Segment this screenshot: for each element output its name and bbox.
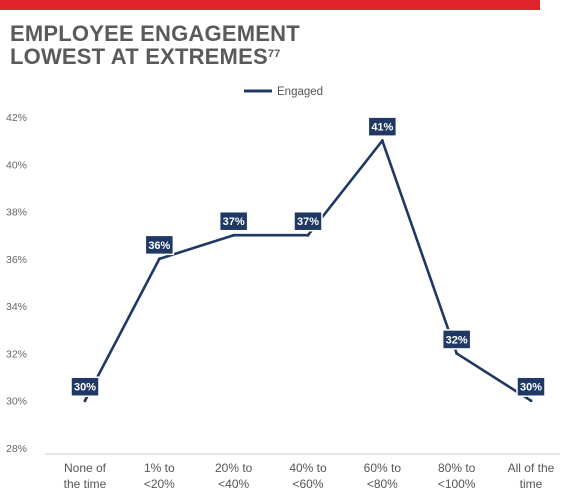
data-point — [157, 257, 161, 261]
data-point — [380, 139, 384, 143]
data-label-text: 32% — [446, 334, 468, 346]
series-engaged — [83, 139, 533, 403]
x-tick-label: 40% to <60% — [289, 461, 327, 491]
data-point — [232, 233, 236, 237]
series-line — [83, 139, 532, 402]
data-label: 32% — [441, 329, 472, 350]
x-tick-label: None of the time — [64, 461, 107, 491]
data-label-text: 41% — [371, 122, 393, 134]
data-label: 30% — [70, 376, 100, 397]
data-label-box — [441, 329, 472, 350]
y-tick-label: 34% — [6, 301, 27, 313]
data-label-box — [367, 116, 398, 137]
y-tick-label: 36% — [6, 254, 27, 266]
data-label: 37% — [218, 210, 249, 232]
data-label: 37% — [293, 210, 323, 232]
data-label-text: 37% — [297, 216, 319, 228]
y-axis: 28% 30% 32% 34% 36% 38% 40% 42% — [6, 112, 27, 455]
data-point — [83, 399, 87, 403]
data-point — [529, 399, 533, 403]
legend-label: Engaged — [277, 86, 323, 98]
data-label-text: 30% — [74, 382, 96, 394]
data-label: 30% — [516, 376, 546, 397]
chart-title: EMPLOYEE ENGAGEMENT LOWEST AT EXTREMES77 — [10, 22, 510, 68]
data-label-text: 30% — [520, 382, 542, 394]
x-tick-label: 20% to <40% — [215, 461, 253, 491]
data-label-box — [70, 376, 100, 397]
data-point — [306, 233, 310, 237]
x-tick-label: 80% to <100% — [438, 461, 476, 491]
y-tick-label: 38% — [6, 207, 27, 219]
data-point — [455, 351, 459, 355]
data-label-box — [218, 210, 249, 232]
data-label-text: 37% — [223, 216, 245, 228]
accent-bar — [0, 0, 540, 10]
data-label-text: 36% — [148, 240, 170, 252]
data-labels: 30% 36% 37% 37% 41% 32% 30% — [70, 116, 546, 397]
title-line-1: EMPLOYEE ENGAGEMENT — [10, 21, 300, 46]
x-tick-label: 60% to <80% — [364, 461, 402, 491]
footnote-ref: 77 — [267, 48, 281, 60]
data-label: 36% — [144, 234, 175, 256]
title-line-2: LOWEST AT EXTREMES — [10, 44, 268, 69]
y-tick-label: 42% — [6, 112, 27, 124]
x-tick-label: All of the time — [508, 461, 555, 491]
y-tick-label: 28% — [6, 443, 27, 455]
x-tick-label: 1% to <20% — [144, 461, 175, 491]
data-label: 41% — [367, 116, 398, 137]
data-label-box — [516, 376, 546, 397]
data-label-box — [144, 234, 175, 256]
y-tick-label: 32% — [6, 348, 27, 360]
legend: Engaged — [244, 86, 323, 98]
y-tick-label: 30% — [6, 396, 27, 408]
x-axis: None of the time 1% to <20% 20% to <40% 40% to… — [64, 461, 555, 491]
data-label-box — [293, 210, 323, 232]
y-tick-label: 40% — [6, 159, 27, 171]
